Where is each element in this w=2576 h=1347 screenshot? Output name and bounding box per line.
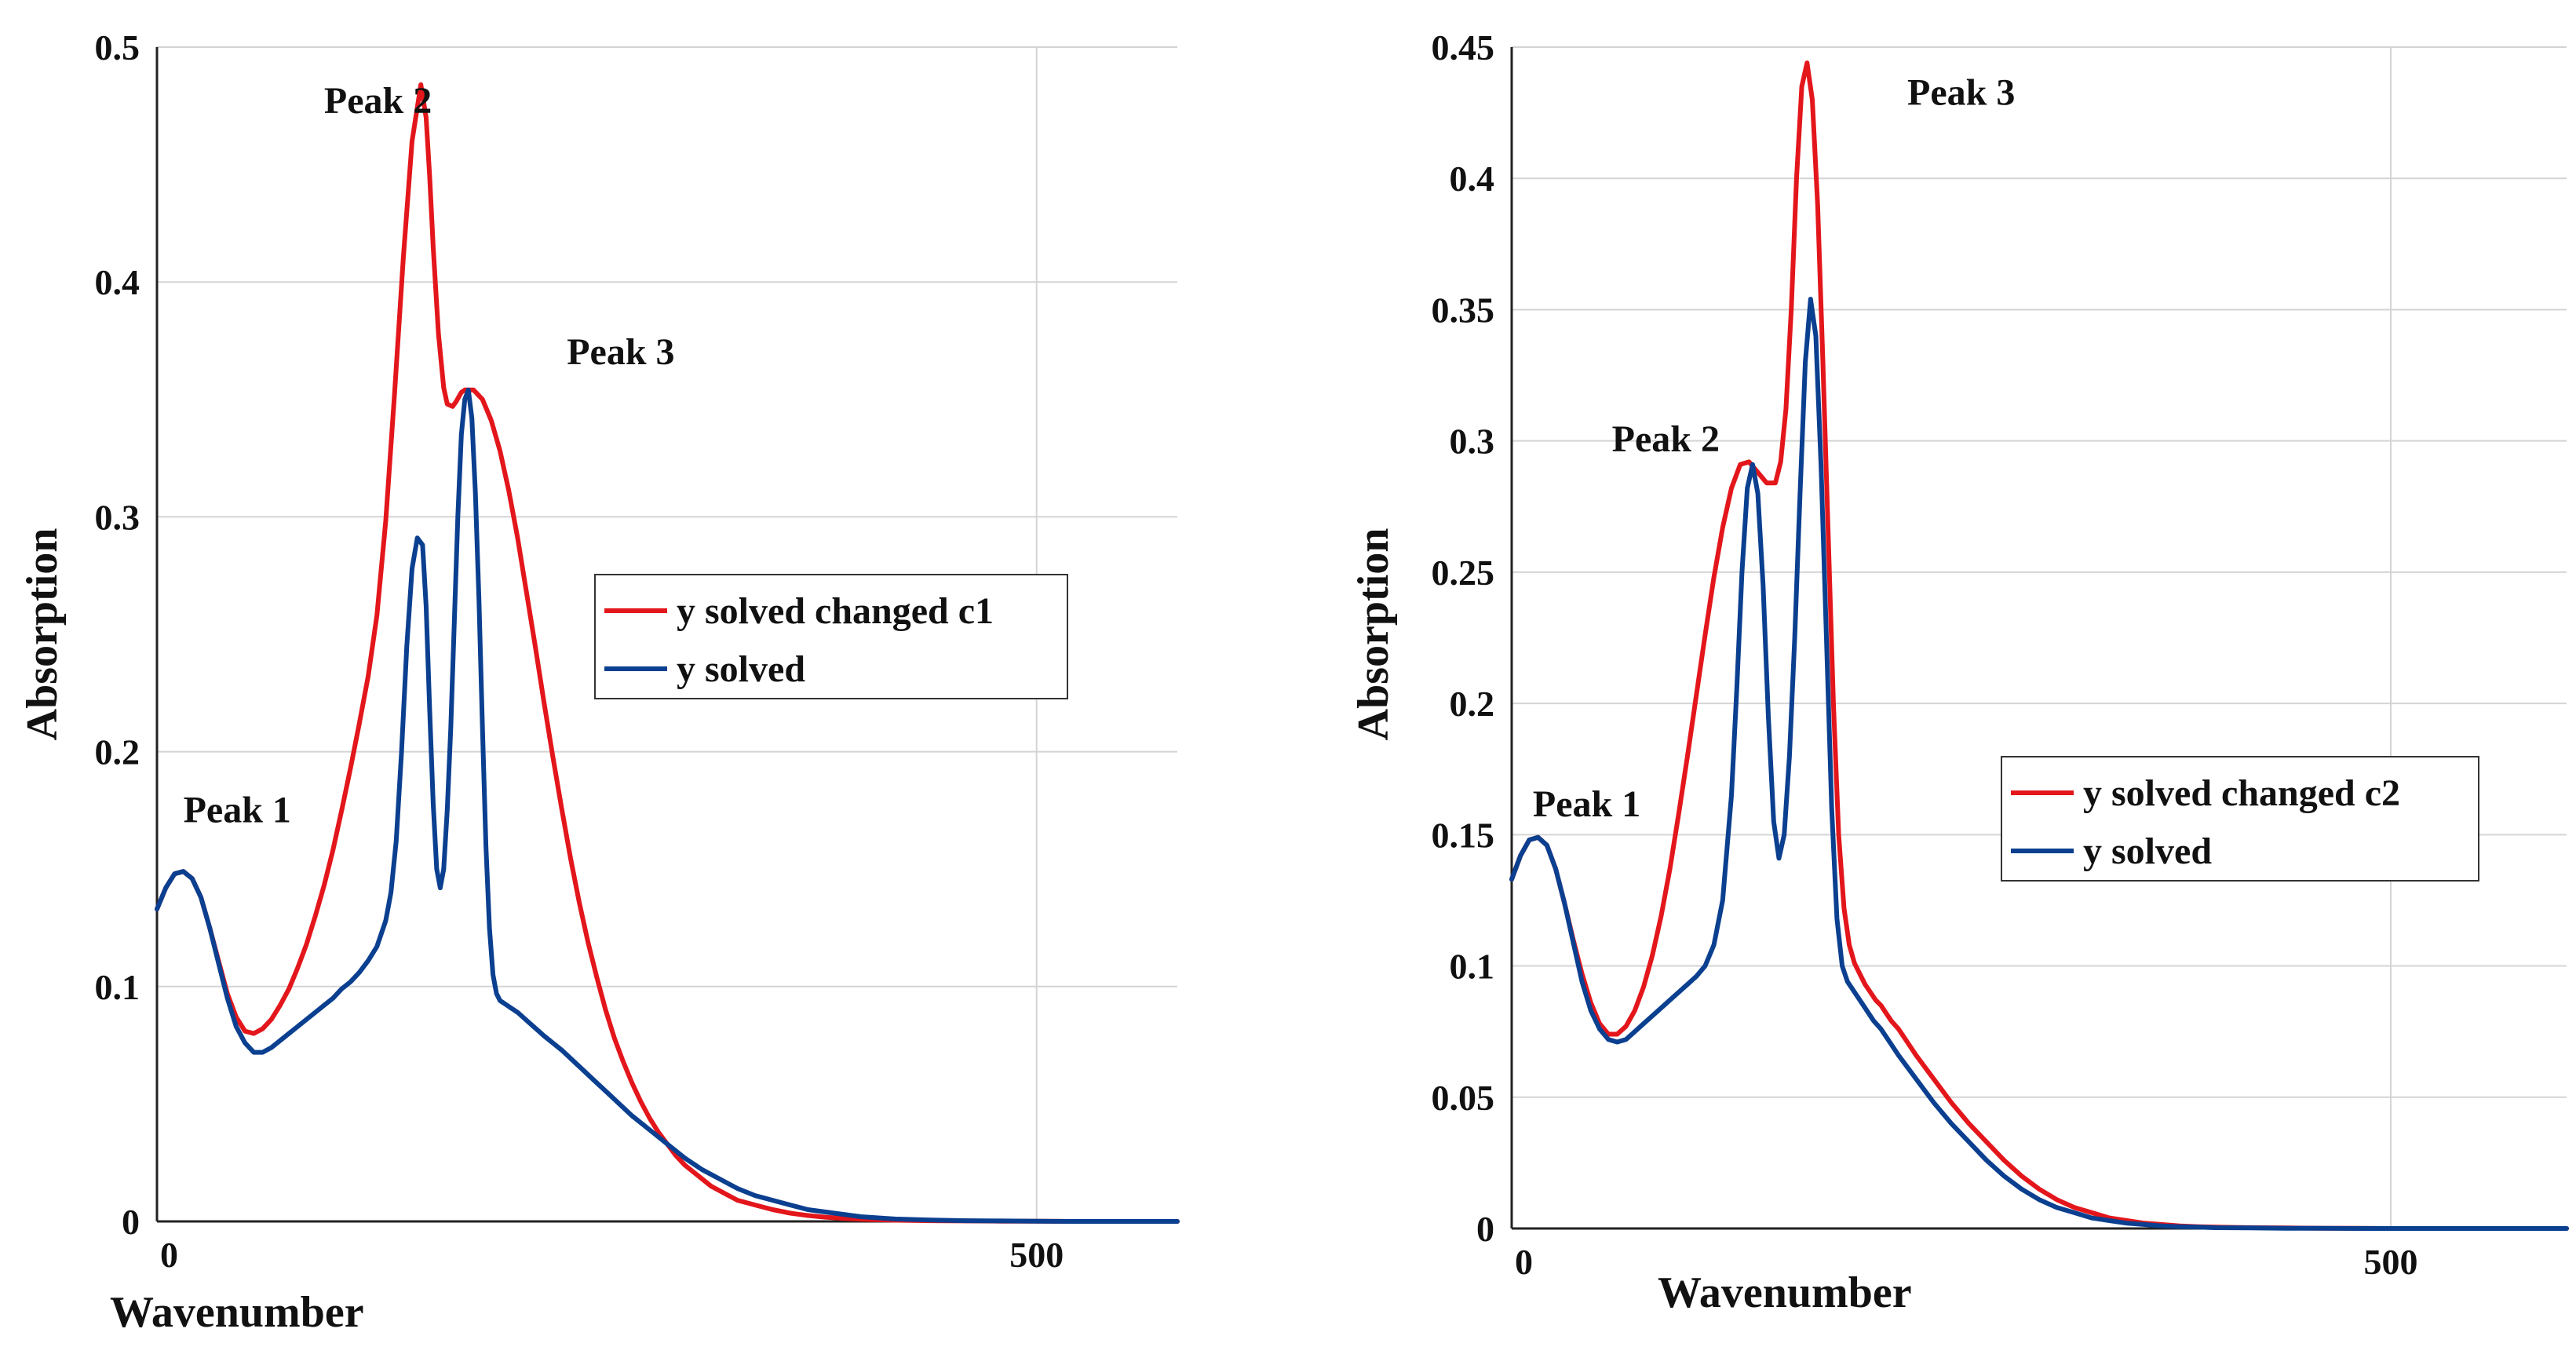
- chart-panel-left: 0 0.1 0.2 0.3 0.4 0.5 0 500 Wavenumber Absorption…: [18, 27, 1180, 1337]
- series-line: [155, 387, 1180, 1224]
- legend-label: y solved: [2083, 830, 2212, 872]
- peak-annotation: Peak 2: [324, 80, 432, 122]
- series-line: [1509, 297, 2569, 1231]
- peak-annotation: Peak 1: [1533, 783, 1640, 825]
- series-line: [1509, 60, 2569, 1231]
- y-tick-label: 0.1: [1450, 947, 1495, 987]
- y-axis-label: Absorption: [18, 528, 67, 741]
- y-tick-label: 0: [1476, 1209, 1494, 1249]
- y-tick-label: 0: [122, 1202, 140, 1242]
- y-tick-label: 0.35: [1432, 290, 1495, 330]
- chart-panel-right: 0 0.05 0.1 0.15 0.2 0.25 0.3 0.35 0.4 0.45 0 500 Wav…: [1349, 27, 2569, 1317]
- y-tick-label: 0.05: [1432, 1078, 1495, 1118]
- legend-label: y solved changed c2: [2083, 772, 2400, 814]
- y-tick-label: 0.25: [1432, 553, 1495, 593]
- peak-annotation: Peak 3: [1907, 72, 2015, 114]
- x-axis-label: Wavenumber: [1658, 1269, 1912, 1317]
- x-tick-label: 500: [2364, 1242, 2418, 1282]
- y-tick-label: 0.4: [1450, 159, 1495, 199]
- legend: y solved changed c1 y solved: [594, 574, 1068, 699]
- legend-box: [2001, 756, 2479, 882]
- y-axis-label: Absorption: [1349, 528, 1398, 741]
- y-tick-label: 0.2: [95, 732, 140, 772]
- grid: [1512, 46, 2567, 1228]
- legend-box: [594, 574, 1068, 699]
- y-tick-label: 0.2: [1450, 684, 1495, 724]
- legend-label: y solved: [677, 648, 805, 690]
- y-tick-label: 0.15: [1432, 815, 1495, 855]
- y-tick-label: 0.1: [95, 967, 140, 1007]
- legend-label: y solved changed c1: [677, 590, 994, 632]
- peak-annotation: Peak 2: [1612, 418, 1720, 460]
- series-line: [155, 82, 1180, 1224]
- x-tick-label: 500: [1009, 1235, 1064, 1275]
- y-tick-label: 0.5: [95, 27, 140, 68]
- peak-annotation: Peak 1: [184, 789, 291, 830]
- x-tick-label: 0: [1515, 1242, 1533, 1282]
- peak-annotation: Peak 3: [567, 331, 674, 373]
- y-tick-label: 0.4: [95, 262, 140, 302]
- legend: y solved changed c2 y solved: [2001, 756, 2479, 882]
- y-tick-label: 0.3: [95, 497, 140, 537]
- x-axis-label: Wavenumber: [110, 1288, 364, 1337]
- y-tick-label: 0.45: [1432, 27, 1495, 68]
- x-tick-label: 0: [160, 1235, 178, 1275]
- y-tick-label: 0.3: [1450, 422, 1495, 462]
